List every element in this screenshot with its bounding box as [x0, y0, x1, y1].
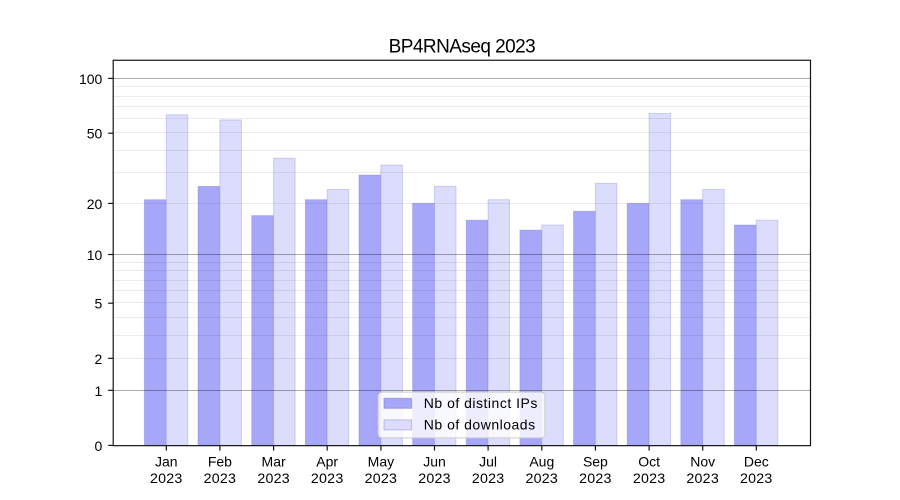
svg-text:2023: 2023: [257, 471, 290, 487]
svg-text:Jan: Jan: [155, 454, 178, 470]
svg-text:Nb of distinct IPs: Nb of distinct IPs: [424, 395, 538, 411]
svg-text:Jul: Jul: [479, 454, 497, 470]
svg-text:BP4RNAseq 2023: BP4RNAseq 2023: [389, 36, 536, 57]
svg-text:2023: 2023: [740, 471, 773, 487]
svg-text:100: 100: [79, 71, 103, 87]
svg-text:2023: 2023: [526, 471, 559, 487]
svg-text:2023: 2023: [472, 471, 505, 487]
svg-text:Oct: Oct: [638, 454, 660, 470]
svg-text:Nov: Nov: [690, 454, 715, 470]
svg-text:Dec: Dec: [744, 454, 769, 470]
svg-text:10: 10: [87, 247, 103, 263]
svg-text:5: 5: [95, 296, 103, 312]
svg-text:2023: 2023: [418, 471, 451, 487]
svg-text:2023: 2023: [633, 471, 666, 487]
svg-text:2023: 2023: [204, 471, 237, 487]
svg-text:50: 50: [87, 126, 103, 142]
svg-text:2023: 2023: [311, 471, 344, 487]
svg-text:May: May: [368, 454, 394, 470]
svg-text:Mar: Mar: [262, 454, 286, 470]
svg-text:0: 0: [95, 438, 103, 454]
svg-text:2: 2: [95, 351, 103, 367]
svg-text:2023: 2023: [150, 471, 183, 487]
svg-text:1: 1: [95, 383, 103, 399]
svg-text:2023: 2023: [686, 471, 719, 487]
svg-text:Nb of downloads: Nb of downloads: [424, 417, 536, 433]
svg-text:2023: 2023: [579, 471, 612, 487]
svg-text:Aug: Aug: [529, 454, 554, 470]
svg-text:Sep: Sep: [583, 454, 608, 470]
svg-text:Apr: Apr: [316, 454, 338, 470]
svg-text:Feb: Feb: [208, 454, 232, 470]
svg-text:Jun: Jun: [423, 454, 446, 470]
svg-text:20: 20: [87, 196, 103, 212]
svg-text:2023: 2023: [365, 471, 398, 487]
